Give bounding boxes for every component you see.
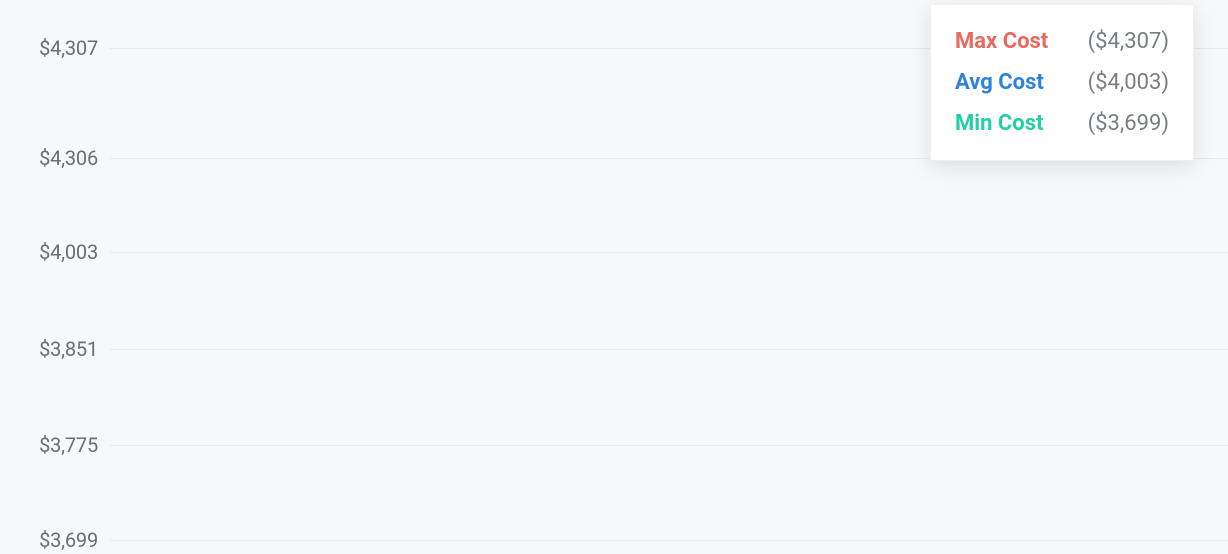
legend-label-min: Min Cost (955, 111, 1043, 136)
y-tick-label: $3,851 (39, 337, 98, 361)
legend-value-avg: ($4,003) (1088, 70, 1169, 95)
y-axis: $4,307 $4,306 $4,003 $3,851 $3,775 $3,69… (0, 0, 110, 554)
legend-value-max: ($4,307) (1088, 29, 1169, 54)
legend-value-min: ($3,699) (1088, 111, 1169, 136)
y-tick-label: $4,306 (39, 146, 98, 170)
y-tick-label: $3,775 (39, 433, 98, 457)
cost-bar-chart: $4,307 $4,306 $4,003 $3,851 $3,775 $3,69… (0, 0, 1228, 554)
legend-row-avg: Avg Cost ($4,003) (955, 64, 1169, 101)
legend-row-min: Min Cost ($3,699) (955, 105, 1169, 142)
y-tick-label: $4,003 (39, 240, 98, 264)
y-tick-label: $4,307 (39, 36, 98, 60)
y-tick-label: $3,699 (39, 528, 98, 552)
legend-row-max: Max Cost ($4,307) (955, 23, 1169, 60)
legend: Max Cost ($4,307) Avg Cost ($4,003) Min … (930, 4, 1194, 161)
legend-label-max: Max Cost (955, 29, 1048, 54)
legend-label-avg: Avg Cost (955, 70, 1044, 95)
